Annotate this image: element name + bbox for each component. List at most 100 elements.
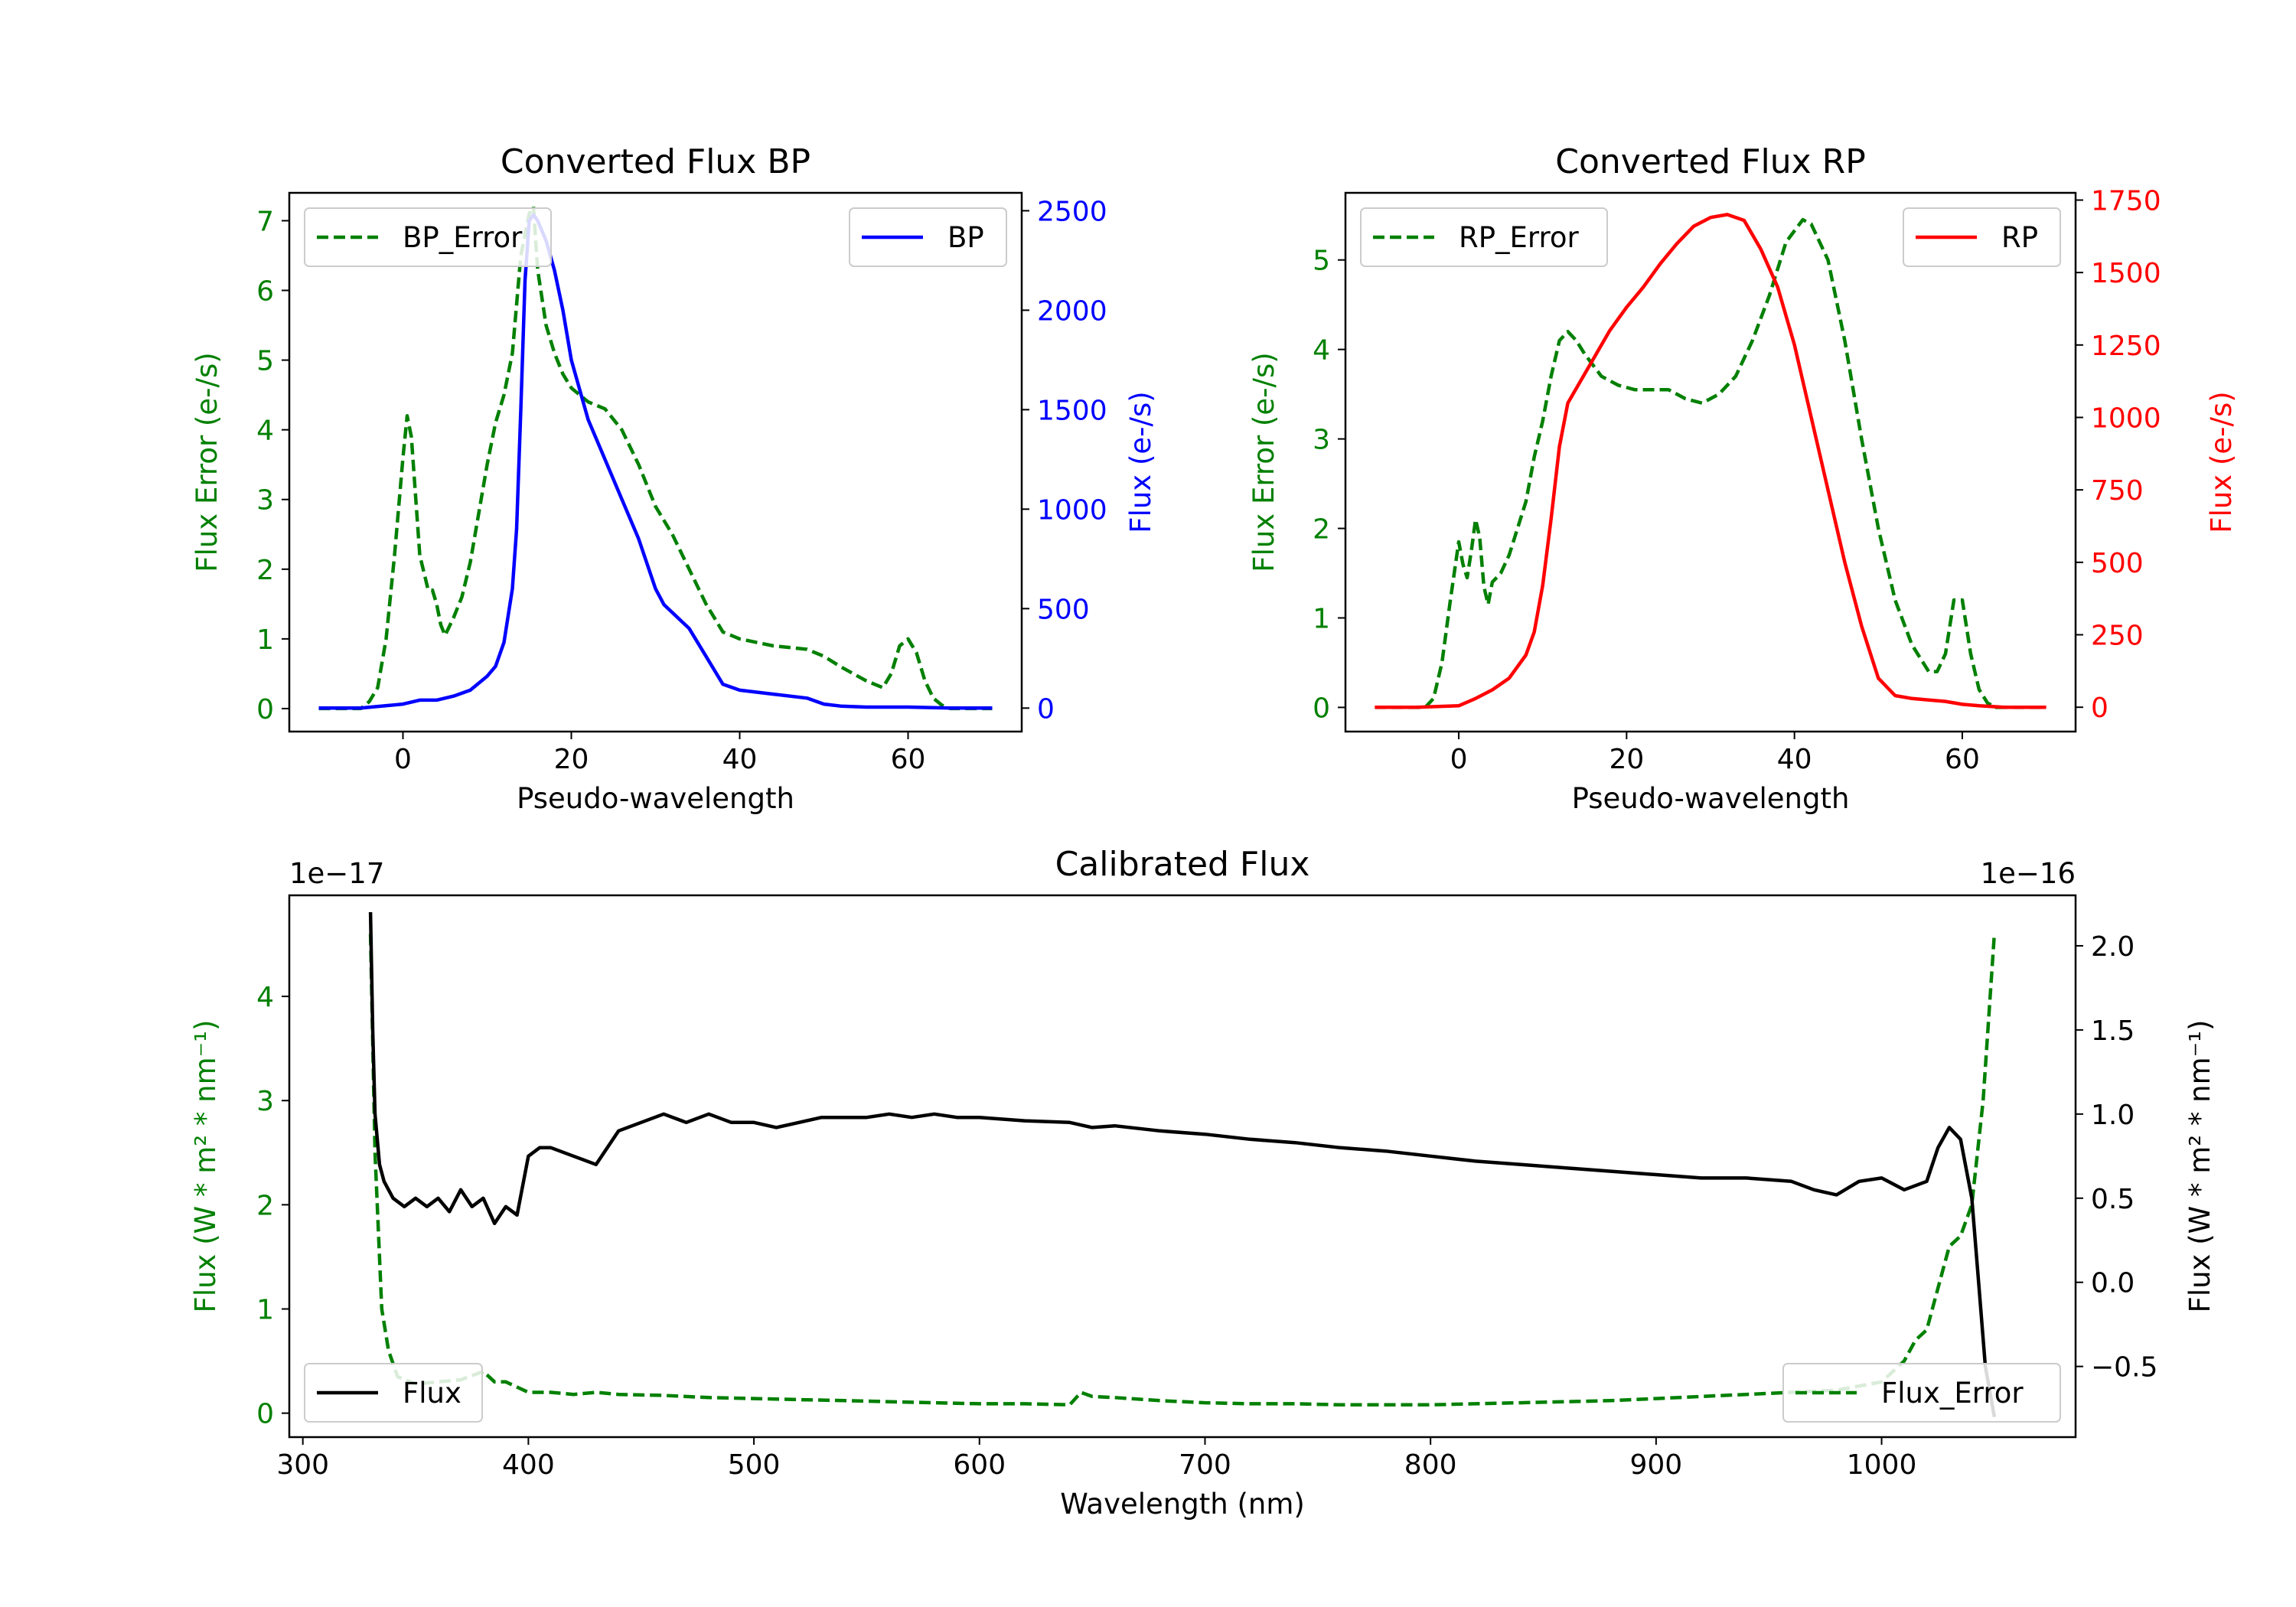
left-tick-label: 3 [256, 485, 274, 517]
right-axis-label: Flux (W * m² * nm⁻¹) [2183, 1020, 2216, 1313]
chart-rp: 0 20 40 60 0 1 2 3 4 5 0 250 500 750 1000 1250 1500 1750 C… [1247, 142, 2238, 815]
x-tick-label: 40 [1777, 744, 1812, 775]
legend-bp: BP [849, 207, 1007, 267]
right-tick-label: 1500 [2091, 258, 2161, 289]
x-tick-label: 400 [502, 1449, 555, 1481]
series-bp [318, 213, 993, 710]
x-tick-label: 1000 [1847, 1449, 1917, 1481]
legend-bp-error: BP_Error [304, 207, 552, 267]
left-axis-label: Flux Error (e-/s) [191, 352, 223, 572]
chart-cal: 300 400 500 600 700 800 900 1000 0 1 2 3 4 −0.5 0.0 0.5… [189, 845, 2216, 1521]
legend-box [304, 207, 552, 267]
x-tick-label: 20 [554, 744, 589, 775]
right-tick-label: 2.0 [2091, 931, 2135, 963]
chart-title: Converted Flux BP [501, 142, 810, 181]
legend-label: BP_Error [403, 221, 523, 254]
right-tick-label: 1000 [1037, 494, 1107, 526]
x-tick-label: 300 [276, 1449, 329, 1481]
legend-label: Flux_Error [1881, 1377, 2024, 1410]
left-tick-label: 0 [1313, 693, 1330, 724]
right-tick-label: 1000 [2091, 403, 2161, 434]
x-tick-label: 900 [1630, 1449, 1683, 1481]
legend-box [1360, 207, 1608, 267]
left-tick-label: 2 [256, 555, 274, 586]
right-tick-label: 1750 [2091, 185, 2161, 217]
series-bp-error [318, 204, 993, 711]
x-tick-label: 700 [1179, 1449, 1231, 1481]
left-tick-label: 1 [256, 1295, 274, 1326]
left-tick-label: 5 [256, 346, 274, 377]
legend-label: RP_Error [1459, 221, 1579, 254]
x-axis-label: Wavelength (nm) [1060, 1488, 1305, 1521]
right-tick-label: 0 [1037, 693, 1055, 725]
left-tick-label: 0 [256, 1399, 274, 1430]
x-tick-label: 0 [1450, 744, 1468, 775]
right-tick-label: 750 [2091, 475, 2144, 507]
left-tick-label: 6 [256, 276, 274, 308]
chart-title: Converted Flux RP [1555, 142, 1866, 181]
x-tick-label: 0 [394, 744, 412, 775]
left-tick-label: 3 [1313, 425, 1330, 456]
right-tick-label: 2500 [1037, 196, 1107, 227]
left-offset-text: 1e−17 [289, 857, 384, 890]
x-tick-label: 20 [1609, 744, 1644, 775]
chart-title: Calibrated Flux [1055, 845, 1310, 884]
legend-box [304, 1363, 483, 1423]
plot-frame [1344, 191, 2077, 733]
right-offset-text: 1e−16 [1981, 857, 2076, 890]
left-tick-label: 0 [256, 694, 274, 725]
left-tick-label: 7 [256, 206, 274, 237]
x-tick-label: 60 [1945, 744, 1980, 775]
legend-label: BP [947, 221, 984, 254]
right-tick-label: 1250 [2091, 331, 2161, 362]
left-tick-label: 2 [256, 1190, 274, 1221]
left-tick-label: 2 [1313, 514, 1330, 546]
legend-rp-error: RP_Error [1360, 207, 1608, 267]
chart-bp: 0 20 40 60 0 1 2 3 4 5 6 7 0 500 1000 1500 2000 2500 Conve… [191, 142, 1157, 815]
left-axis-label: Flux Error (e-/s) [1247, 352, 1280, 572]
right-tick-label: 500 [1037, 594, 1090, 625]
series-rp [1375, 213, 2047, 709]
right-tick-label: 250 [2091, 621, 2144, 652]
x-tick-label: 800 [1404, 1449, 1457, 1481]
x-tick-label: 40 [722, 744, 758, 775]
series-rp-error [1375, 217, 2047, 709]
right-tick-label: 500 [2091, 548, 2144, 579]
x-tick-label: 60 [891, 744, 926, 775]
legend-flux-error: Flux_Error [1782, 1363, 2061, 1423]
right-tick-label: 1.0 [2091, 1100, 2135, 1131]
legend-box [1782, 1363, 2061, 1423]
left-tick-label: 5 [1313, 246, 1330, 277]
right-tick-label: 2000 [1037, 295, 1107, 327]
legend-flux: Flux [304, 1363, 483, 1423]
right-tick-label: 0 [2091, 693, 2108, 724]
series-flux [368, 911, 1997, 1417]
right-axis-label: Flux (e-/s) [2205, 391, 2238, 533]
x-axis-label: Pseudo-wavelength [1572, 782, 1850, 815]
x-axis-label: Pseudo-wavelength [517, 782, 794, 815]
legend-label: Flux [403, 1377, 461, 1410]
left-axis-label: Flux (W * m² * nm⁻¹) [189, 1020, 222, 1313]
legend-box [849, 207, 1007, 267]
left-tick-label: 3 [256, 1086, 274, 1117]
plot-frame [288, 894, 2077, 1439]
left-tick-label: 1 [1313, 603, 1330, 634]
x-tick-label: 500 [728, 1449, 781, 1481]
right-tick-label: 1.5 [2091, 1015, 2135, 1047]
left-tick-label: 4 [256, 982, 274, 1013]
x-tick-label: 600 [953, 1449, 1006, 1481]
plot-frame [288, 191, 1023, 733]
left-tick-label: 4 [1313, 335, 1330, 367]
series-flux-error [368, 934, 1997, 1407]
legend-label: RP [2001, 221, 2038, 254]
right-tick-label: 1500 [1037, 395, 1107, 426]
legend-box [1903, 207, 2061, 267]
right-axis-label: Flux (e-/s) [1124, 391, 1157, 533]
right-tick-label: −0.5 [2091, 1352, 2157, 1384]
right-tick-label: 0.0 [2091, 1268, 2135, 1299]
left-tick-label: 1 [256, 624, 274, 656]
legend-rp: RP [1903, 207, 2061, 267]
left-tick-label: 4 [256, 416, 274, 447]
right-tick-label: 0.5 [2091, 1184, 2135, 1215]
